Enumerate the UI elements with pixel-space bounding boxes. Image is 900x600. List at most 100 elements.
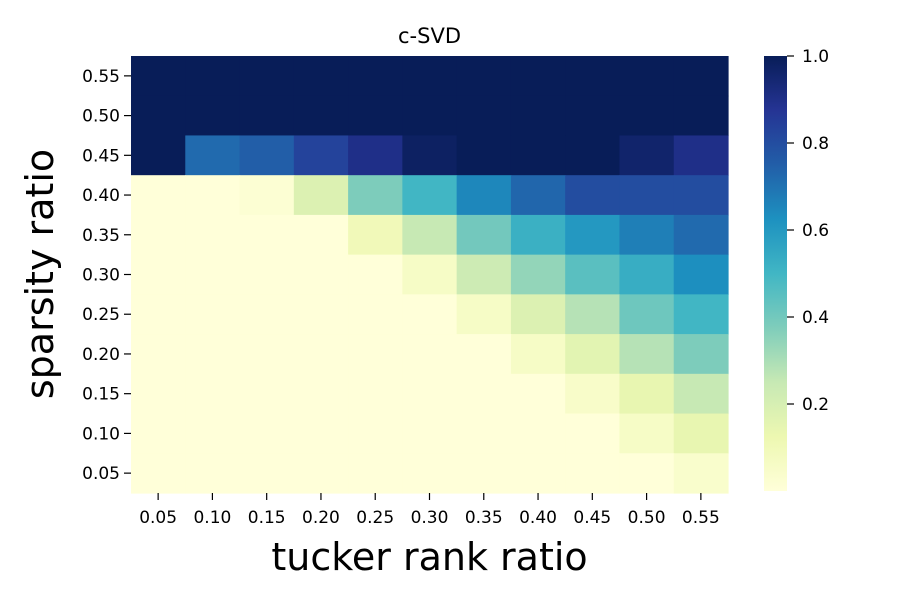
heatmap-cell — [619, 254, 675, 295]
x-tick-label: 0.45 — [573, 508, 611, 528]
heatmap-cell — [185, 453, 241, 494]
y-axis-label: sparsity ratio — [18, 149, 62, 399]
heatmap-cell — [510, 413, 566, 454]
x-axis: 0.05 0.10 0.15 0.20 0.25 0.30 0.35 0.40 0.45 0.50… — [139, 493, 720, 528]
heatmap-cell — [402, 373, 458, 415]
y-tick-label: 0.50 — [82, 107, 120, 127]
heatmap-cell — [619, 373, 675, 415]
heatmap-cell — [673, 254, 729, 295]
y-tick-label: 0.15 — [82, 385, 120, 405]
heatmap-cell — [348, 334, 403, 375]
y-tick-label: 0.25 — [82, 305, 120, 325]
heatmap-cell — [131, 453, 186, 494]
x-tick-label: 0.50 — [628, 508, 666, 528]
heatmap-cell — [619, 413, 675, 454]
heatmap-cell — [293, 373, 349, 415]
heatmap-cell — [185, 214, 241, 256]
heatmap-cell — [673, 334, 729, 375]
heatmap-cell — [565, 294, 621, 335]
heatmap-cell — [673, 373, 729, 415]
heatmap-cell — [619, 214, 675, 256]
x-tick-label: 0.10 — [193, 508, 231, 528]
heatmap-cell — [673, 175, 729, 216]
heatmap-cell — [293, 175, 349, 216]
x-tick-label: 0.05 — [139, 508, 177, 528]
heatmap-cell — [239, 175, 295, 216]
heatmap-cell — [510, 453, 566, 494]
heatmap-cell — [456, 413, 512, 454]
colorbar-tick-label: 1.0 — [802, 47, 829, 67]
x-axis-label: tucker rank ratio — [271, 535, 587, 579]
heatmap-cell — [619, 135, 675, 176]
heatmap-cell — [293, 95, 349, 137]
heatmap-cell — [293, 254, 349, 295]
heatmap-cell — [293, 294, 349, 335]
heatmap-cell — [565, 373, 621, 415]
heatmap-cell — [673, 135, 729, 176]
heatmap-cell — [565, 214, 621, 256]
heatmap-cell — [348, 95, 403, 137]
x-tick-label: 0.55 — [682, 508, 720, 528]
heatmap-cell — [348, 294, 403, 335]
heatmap-cell — [402, 56, 458, 97]
heatmap-cell — [510, 175, 566, 216]
heatmap-cell — [402, 453, 458, 494]
heatmap-cell — [239, 254, 295, 295]
y-tick-label: 0.35 — [82, 226, 120, 246]
heatmap-cell — [239, 413, 295, 454]
heatmap-cell — [185, 294, 241, 335]
heatmap-cell — [619, 294, 675, 335]
heatmap-cell — [510, 254, 566, 295]
heatmap-cell — [402, 175, 458, 216]
heatmap-cell — [565, 95, 621, 137]
chart-title: c-SVD — [398, 24, 461, 48]
heatmap-cells — [131, 56, 729, 494]
heatmap-cell — [456, 135, 512, 176]
heatmap-cell — [293, 214, 349, 256]
heatmap-cell — [293, 334, 349, 375]
heatmap-cell — [402, 294, 458, 335]
heatmap-cell — [673, 214, 729, 256]
x-tick-label: 0.40 — [519, 508, 557, 528]
heatmap-cell — [456, 373, 512, 415]
x-tick-label: 0.15 — [248, 508, 286, 528]
heatmap-cell — [565, 175, 621, 216]
heatmap-cell — [239, 56, 295, 97]
heatmap-cell — [510, 294, 566, 335]
heatmap-cell — [348, 254, 403, 295]
heatmap-cell — [565, 413, 621, 454]
heatmap-cell — [456, 214, 512, 256]
y-tick-label: 0.10 — [82, 424, 120, 444]
heatmap-cell — [619, 334, 675, 375]
heatmap-cell — [565, 135, 621, 176]
heatmap-cell — [239, 214, 295, 256]
colorbar-tick-label: 0.2 — [802, 395, 829, 415]
heatmap-cell — [131, 413, 186, 454]
heatmap-cell — [673, 56, 729, 97]
heatmap-cell — [293, 413, 349, 454]
x-tick-label: 0.30 — [411, 508, 449, 528]
heatmap-cell — [510, 135, 566, 176]
y-tick-label: 0.45 — [82, 146, 120, 166]
heatmap-cell — [348, 175, 403, 216]
heatmap-cell — [239, 373, 295, 415]
heatmap-cell — [239, 334, 295, 375]
heatmap-cell — [565, 334, 621, 375]
heatmap-cell — [456, 175, 512, 216]
heatmap-cell — [185, 95, 241, 137]
heatmap-cell — [293, 56, 349, 97]
colorbar-tick-label: 0.4 — [802, 308, 829, 328]
heatmap-cell — [619, 56, 675, 97]
heatmap-cell — [185, 56, 241, 97]
heatmap-cell — [131, 294, 186, 335]
heatmap-cell — [239, 95, 295, 137]
x-tick-label: 0.35 — [465, 508, 503, 528]
heatmap-cell — [510, 214, 566, 256]
heatmap-cell — [402, 334, 458, 375]
heatmap-cell — [293, 453, 349, 494]
heatmap-cell — [131, 95, 186, 137]
heatmap-cell — [565, 56, 621, 97]
heatmap-cell — [619, 453, 675, 494]
y-tick-label: 0.20 — [82, 345, 120, 365]
heatmap-cell — [510, 373, 566, 415]
